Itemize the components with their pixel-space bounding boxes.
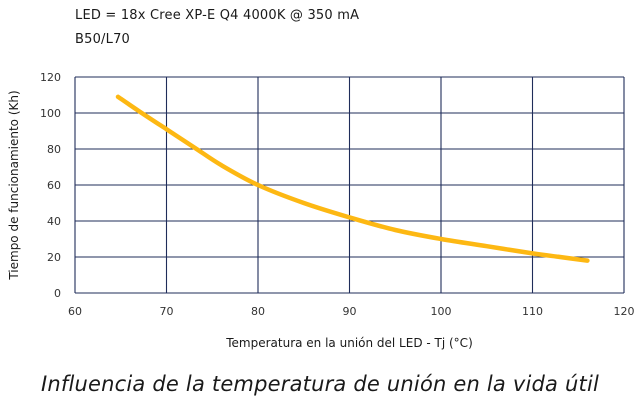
chart-header-rating: B50/L70 xyxy=(75,32,131,47)
chart-svg: 60 70 80 90 100 110 120 0 20 40 60 80 100 120 Tempera… xyxy=(7,71,635,350)
x-tick-label: 100 xyxy=(431,305,452,318)
x-tick-label: 60 xyxy=(68,305,82,318)
y-tick-label: 40 xyxy=(47,215,61,228)
x-tick-label: 90 xyxy=(343,305,357,318)
x-tick-label: 80 xyxy=(251,305,265,318)
y-tick-label: 0 xyxy=(54,287,61,300)
y-tick-label: 120 xyxy=(40,71,61,84)
y-tick-label: 20 xyxy=(47,251,61,264)
series-line xyxy=(115,94,590,263)
curve-layer xyxy=(115,94,590,263)
x-axis-label: Temperatura en la unión del LED - Tj (°C… xyxy=(225,336,473,350)
chart-header-spec: LED = 18x Cree XP-E Q4 4000K @ 350 mA xyxy=(75,8,360,23)
y-tick-label: 80 xyxy=(47,143,61,156)
x-tick-label: 70 xyxy=(160,305,174,318)
figure-caption: Influencia de la temperatura de unión en… xyxy=(40,372,600,396)
x-tick-label: 110 xyxy=(522,305,543,318)
grid-layer xyxy=(74,76,625,294)
x-tick-label: 120 xyxy=(614,305,635,318)
y-tick-label: 60 xyxy=(47,179,61,192)
y-tick-label: 100 xyxy=(40,107,61,120)
y-axis-label: Tiempo de funcionamiento (Kh) xyxy=(7,90,21,280)
tick-layer: 60 70 80 90 100 110 120 0 20 40 60 80 100 120 xyxy=(40,71,635,318)
